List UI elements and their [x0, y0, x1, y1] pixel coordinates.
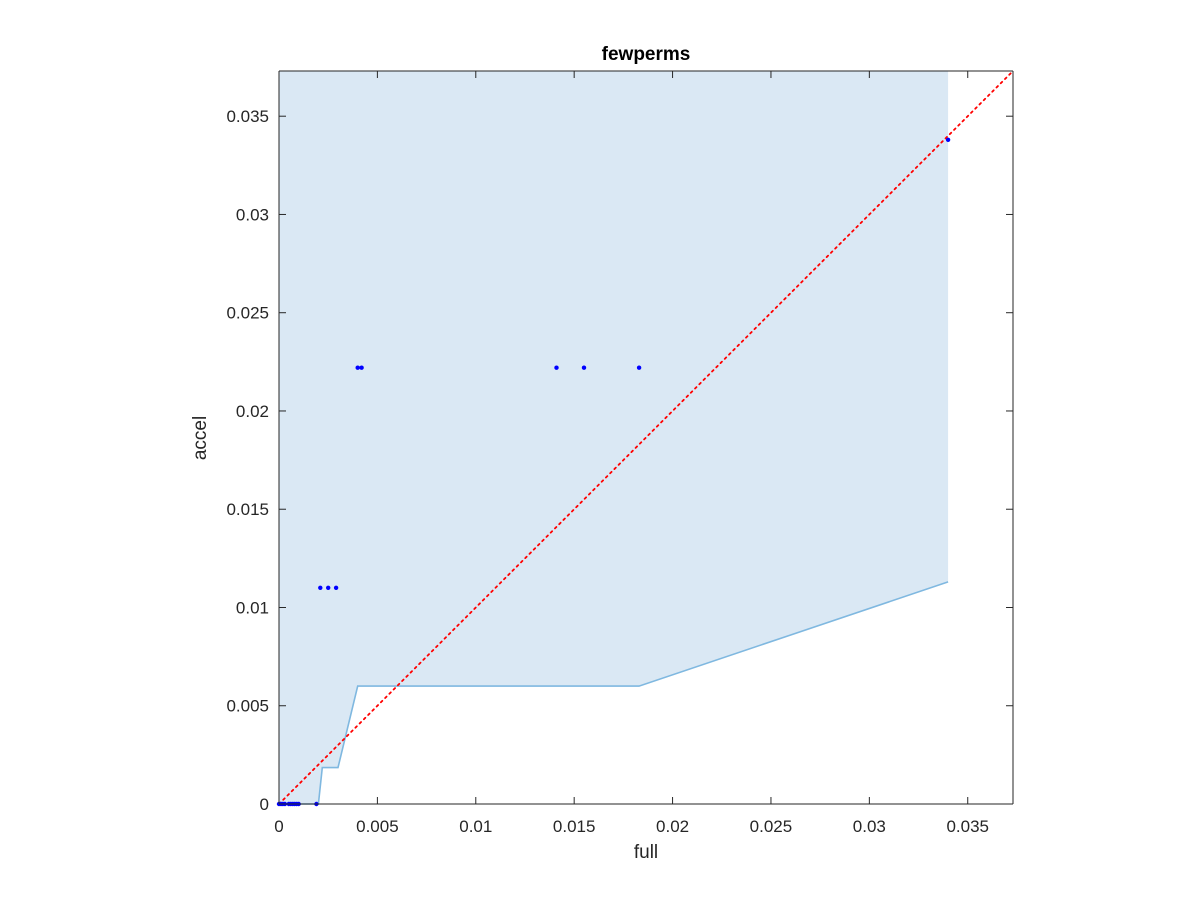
data-point — [333, 585, 339, 590]
x-tick-label: 0.005 — [356, 817, 399, 836]
x-axis-label: full — [634, 842, 658, 863]
x-tick-label: 0.035 — [946, 817, 989, 836]
y-tick-label: 0.025 — [226, 304, 269, 323]
y-tick-label: 0.03 — [236, 205, 269, 224]
chart-title: fewperms — [602, 44, 691, 65]
data-point — [945, 137, 951, 142]
x-tick-label: 0.01 — [459, 817, 492, 836]
data-point — [355, 365, 360, 370]
data-point — [326, 585, 331, 590]
reference-diagonal — [278, 70, 1014, 805]
x-tick-label: 0.025 — [750, 817, 793, 836]
y-tick-label: 0.035 — [226, 107, 269, 126]
x-tick-label: 0 — [274, 817, 283, 836]
x-tick-label: 0.03 — [853, 817, 886, 836]
data-point — [318, 585, 323, 590]
y-tick-label: 0.01 — [236, 598, 269, 617]
plot-area — [276, 70, 1014, 807]
data-point — [636, 365, 642, 370]
y-tick-label: 0.015 — [226, 500, 269, 519]
confidence-band — [279, 71, 949, 804]
data-point — [359, 365, 364, 370]
y-tick-label: 0 — [260, 795, 269, 814]
y-tick-label: 0.02 — [236, 402, 269, 421]
x-tick-label: 0.015 — [553, 817, 596, 836]
data-point — [554, 365, 559, 370]
axes: 0 0.005 0.01 0.015 0.02 0.025 0.03 0.035 0 0.005 0… — [226, 70, 1014, 836]
y-tick-label: 0.005 — [226, 697, 269, 716]
y-axis-label: accel — [190, 416, 211, 460]
data-point — [581, 365, 587, 370]
x-tick-label: 0.02 — [656, 817, 689, 836]
